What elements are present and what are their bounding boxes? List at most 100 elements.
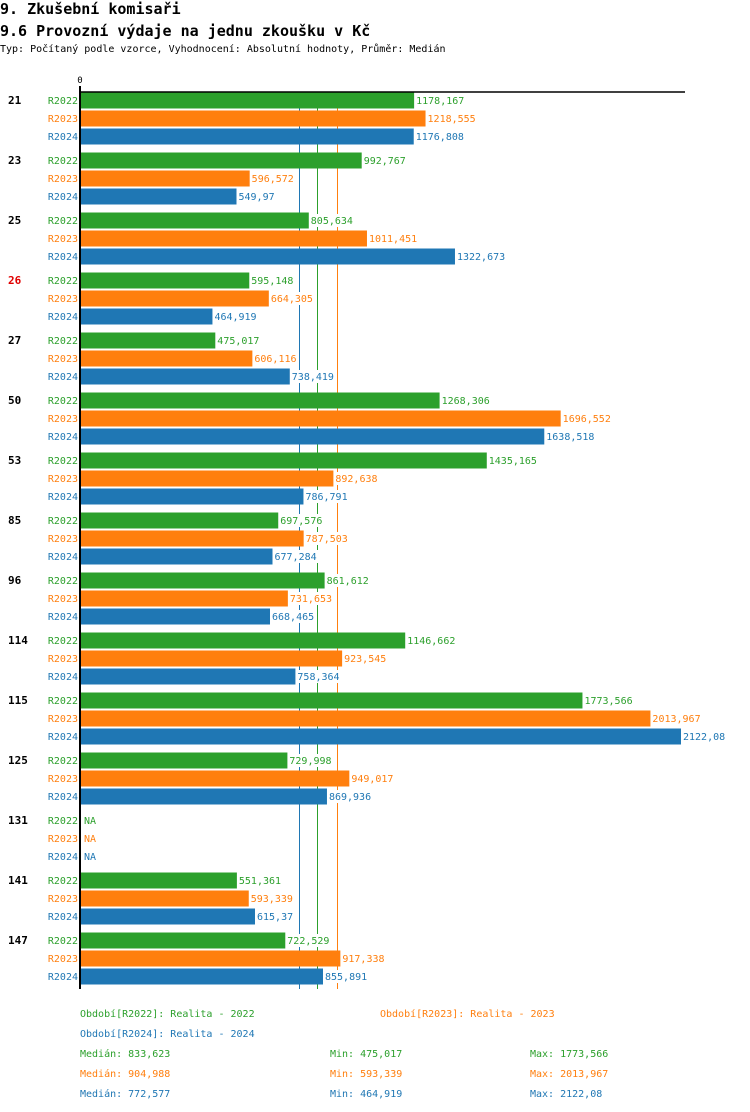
- bar-r2023: [81, 710, 651, 727]
- series-label: R2023: [48, 534, 78, 545]
- category-label: 96: [8, 574, 22, 587]
- series-label: R2022: [48, 576, 78, 587]
- value-label: 738,419: [292, 372, 334, 383]
- series-label: R2022: [48, 816, 78, 827]
- bar-r2022: [81, 632, 406, 649]
- series-label: R2022: [48, 516, 78, 527]
- value-label: 869,936: [329, 792, 371, 803]
- bar-r2024: [81, 308, 213, 325]
- value-label: 892,638: [335, 474, 377, 485]
- x-tick-label: 0: [77, 76, 82, 86]
- category-label: 141: [8, 874, 28, 887]
- value-label-bg: [343, 652, 388, 665]
- value-label-bg: [253, 352, 299, 365]
- value-label: 549,97: [238, 192, 274, 203]
- value-label: 729,998: [289, 756, 331, 767]
- category-label: 125: [8, 754, 28, 767]
- value-label-bg: [83, 850, 98, 863]
- value-label-bg: [309, 214, 355, 227]
- series-label: R2024: [48, 732, 78, 743]
- bar-r2022: [81, 872, 237, 889]
- bar-r2023: [81, 110, 426, 127]
- value-label-bg: [415, 94, 466, 107]
- value-label-bg: [651, 712, 703, 725]
- value-label: 1322,673: [457, 252, 505, 263]
- series-label: R2023: [48, 834, 78, 845]
- value-label: 1696,552: [563, 414, 611, 425]
- series-label: R2024: [48, 132, 78, 143]
- value-label-bg: [426, 112, 478, 125]
- value-label-bg: [545, 430, 597, 443]
- series-label: R2022: [48, 756, 78, 767]
- value-label-bg: [271, 610, 316, 623]
- value-label: 615,37: [257, 912, 293, 923]
- chart-subtitle: Typ: Počítaný podle vzorce, Vyhodnocení:…: [0, 44, 446, 55]
- value-label-bg: [288, 592, 334, 605]
- value-label-bg: [83, 814, 98, 827]
- value-label-bg: [406, 634, 458, 647]
- value-label: 949,017: [351, 774, 393, 785]
- value-label: 2013,967: [652, 714, 700, 725]
- series-label: R2024: [48, 252, 78, 263]
- value-label-bg: [273, 550, 319, 563]
- stat-min-r2024: Min: 464,919: [330, 1089, 403, 1100]
- bar-r2022: [81, 212, 309, 229]
- value-label: 855,891: [325, 972, 367, 983]
- series-label: R2024: [48, 192, 78, 203]
- bar-r2022: [81, 152, 362, 169]
- series-label: R2022: [48, 336, 78, 347]
- value-label: 923,545: [344, 654, 386, 665]
- bar-r2022: [81, 692, 583, 709]
- category-label: 26: [8, 274, 22, 287]
- bar-r2022: [81, 452, 487, 469]
- series-label: R2024: [48, 792, 78, 803]
- category-label: 23: [8, 154, 21, 167]
- bar-r2023: [81, 770, 350, 787]
- value-label-bg: [279, 514, 324, 527]
- value-label-bg: [455, 250, 507, 263]
- value-label: 677,284: [274, 552, 316, 563]
- value-label-bg: [216, 334, 262, 347]
- value-label-bg: [83, 832, 98, 845]
- stat-median-r2022: Medián: 833,623: [80, 1049, 171, 1060]
- legend-r2022: Období[R2022]: Realita - 2022: [80, 1009, 255, 1021]
- category-label: 25: [8, 214, 21, 227]
- value-label: 1773,566: [584, 696, 632, 707]
- bar-r2022: [81, 332, 216, 349]
- category-label: 53: [8, 454, 21, 467]
- series-label: R2023: [48, 294, 78, 305]
- series-label: R2022: [48, 876, 78, 887]
- bar-r2024: [81, 608, 271, 625]
- chart-title: 9.6 Provozní výdaje na jednu zkoušku v K…: [0, 22, 371, 40]
- bar-r2022: [81, 932, 286, 949]
- series-label: R2023: [48, 714, 78, 725]
- bar-r2022: [81, 92, 415, 109]
- bar-r2022: [81, 752, 288, 769]
- bar-r2024: [81, 248, 455, 265]
- value-label-bg: [583, 694, 635, 707]
- series-label: R2024: [48, 372, 78, 383]
- value-label: 805,634: [311, 216, 353, 227]
- bar-r2023: [81, 470, 334, 487]
- series-label: R2024: [48, 312, 78, 323]
- value-label: 1218,555: [428, 114, 476, 125]
- value-label: 722,529: [287, 936, 329, 947]
- legend-r2023-label: Období[R2023]: Realita - 2023: [380, 1009, 555, 1020]
- value-label-bg: [213, 310, 259, 323]
- bar-r2024: [81, 908, 255, 925]
- value-label: 2122,08: [683, 732, 725, 743]
- series-label: R2023: [48, 474, 78, 485]
- value-label: NA: [84, 816, 96, 827]
- stat-min-r2023: Min: 593,339: [330, 1069, 403, 1080]
- bar-r2024: [81, 368, 290, 385]
- bar-chart: 0 21 R2022 1178,167 R2023 1218,555 R2024 1176,8…: [8, 76, 727, 989]
- value-label-bg: [290, 370, 336, 383]
- value-label-bg: [350, 772, 396, 785]
- value-label-bg: [304, 490, 350, 503]
- value-label: 1176,808: [416, 132, 464, 143]
- value-label: 464,919: [214, 312, 256, 323]
- series-label: R2022: [48, 636, 78, 647]
- value-label: 697,576: [280, 516, 322, 527]
- value-label: 992,767: [364, 156, 406, 167]
- bar-r2023: [81, 950, 341, 967]
